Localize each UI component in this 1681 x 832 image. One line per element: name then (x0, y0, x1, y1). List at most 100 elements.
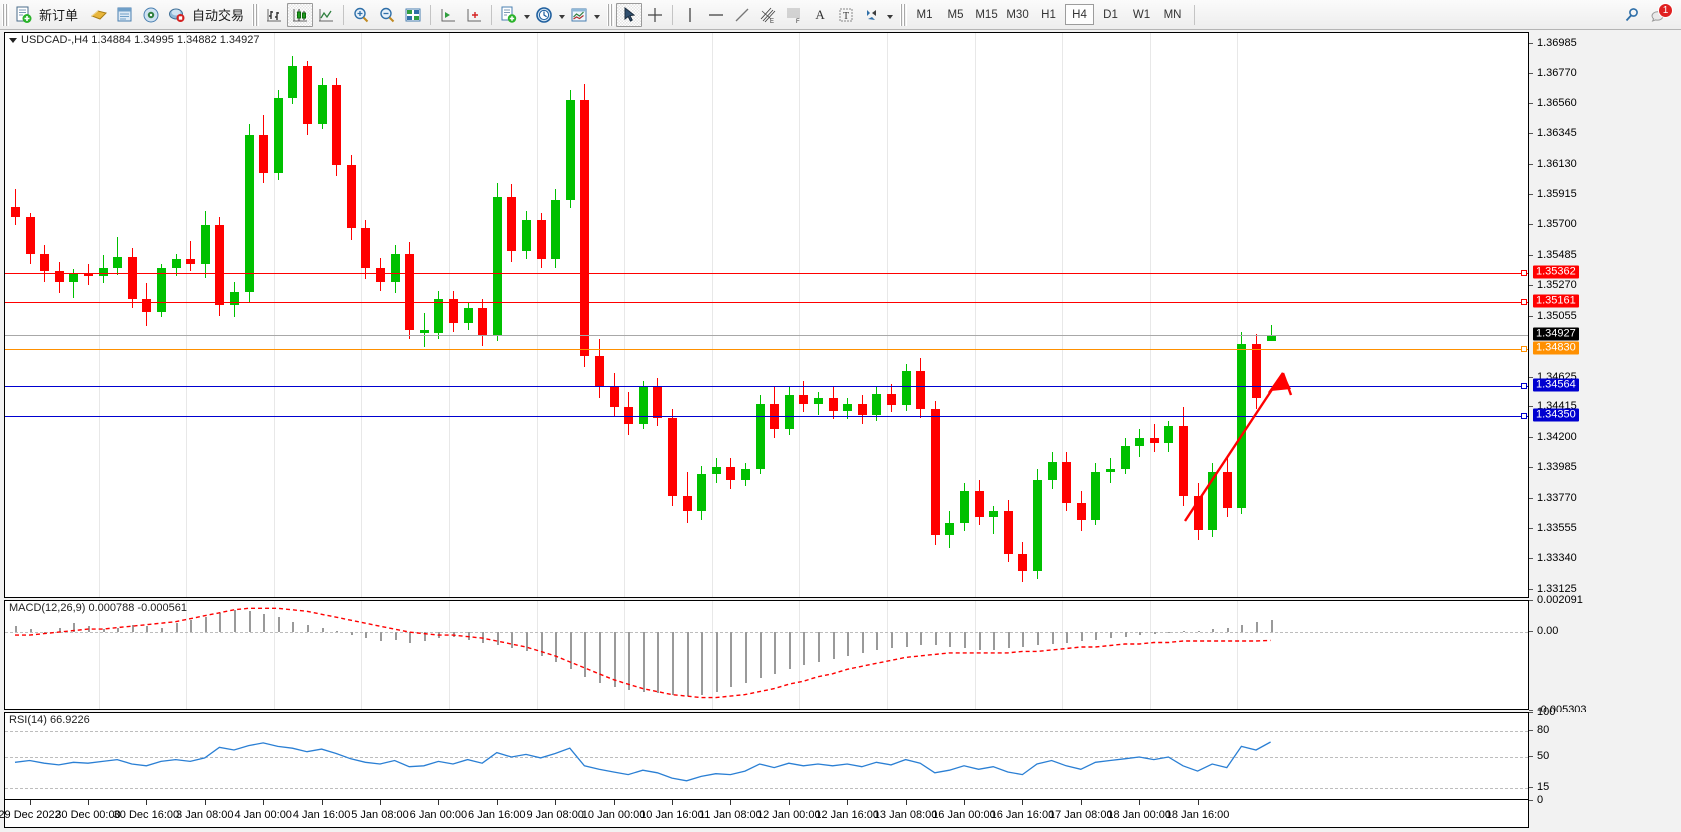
data-window-button[interactable] (112, 3, 138, 27)
period-dropdown[interactable] (557, 3, 566, 27)
trendline-button[interactable] (729, 3, 755, 27)
candle-body (332, 85, 342, 165)
svg-text:F: F (796, 19, 800, 24)
svg-text:E: E (770, 19, 774, 24)
toolbar-grip-2[interactable] (252, 3, 260, 26)
macd-tick (1529, 600, 1533, 601)
level-line-pending-order[interactable] (5, 348, 1528, 350)
candle-body (317, 85, 327, 124)
level-line-support-2[interactable] (5, 416, 1528, 418)
time-tick (1197, 800, 1199, 805)
price-scale-badge-support-2[interactable]: 1.34350 (1533, 408, 1579, 422)
fibonacci-button[interactable]: F (781, 3, 807, 27)
price-scale[interactable]: 1.36985 1.36770 1.36560 1.36345 1.36130 1.359… (1529, 32, 1677, 598)
level-line-resistance-1[interactable] (5, 273, 1528, 275)
templates-dropdown[interactable] (592, 3, 601, 27)
candle-body (434, 299, 444, 333)
rsi-pane[interactable]: RSI(14) 66.9226 (4, 712, 1529, 800)
price-pane[interactable]: USDCAD-,H4 1.34884 1.34995 1.34882 1.349… (4, 32, 1529, 598)
search-button[interactable] (1619, 3, 1645, 27)
level-handle-pending-order[interactable] (1521, 345, 1527, 352)
macd-hist-bar (263, 614, 266, 633)
timeframe-m1[interactable]: M1 (916, 8, 933, 21)
time-tick (1022, 800, 1024, 805)
level-line-support-1[interactable] (5, 386, 1528, 388)
timeframe-w1[interactable]: W1 (1132, 8, 1151, 21)
timeframe-m15[interactable]: M15 (975, 8, 998, 21)
price-tick-label: 1.33340 (1537, 552, 1577, 565)
macd-vgrid (711, 601, 713, 709)
macd-hist-bar (1168, 632, 1171, 634)
macd-tick-label: 0.00 (1537, 625, 1559, 638)
period-button[interactable] (531, 3, 557, 27)
level-handle-resistance-1[interactable] (1521, 270, 1527, 277)
price-scale-badge-resistance-2[interactable]: 1.35161 (1533, 294, 1579, 308)
chart-collapse-icon[interactable] (9, 37, 17, 43)
level-handle-resistance-2[interactable] (1521, 298, 1527, 305)
timeframe-mn[interactable]: MN (1163, 8, 1182, 21)
autotrading-button[interactable] (164, 3, 190, 27)
text-box-button[interactable]: T (833, 3, 859, 27)
toolbar-grip-4[interactable] (900, 3, 908, 26)
new-order-button[interactable] (11, 3, 37, 27)
cursor-button[interactable] (616, 2, 643, 27)
chart-shift-button[interactable] (461, 3, 487, 27)
timeframe-h1[interactable]: H1 (1041, 8, 1056, 21)
candle-body (463, 307, 473, 324)
indicators-dropdown[interactable] (522, 3, 531, 27)
price-vgrid (273, 33, 275, 597)
zoom-out-button[interactable] (374, 3, 400, 27)
candlestick-chart-button[interactable] (287, 2, 314, 27)
price-tick-label: 1.35055 (1537, 309, 1577, 322)
timeframe-h4[interactable]: H4 (1065, 4, 1095, 25)
price-tick (1529, 254, 1533, 256)
navigator-button[interactable] (138, 3, 164, 27)
rsi-pane-title: RSI(14) 66.9226 (9, 714, 90, 726)
rsi-scale[interactable]: 100 80 50 15 0 (1529, 706, 1677, 806)
templates-button[interactable] (566, 3, 592, 27)
macd-hist-bar (1037, 632, 1039, 646)
notification-button[interactable]: 1 (1645, 2, 1673, 27)
price-scale-badge-resistance-1[interactable]: 1.35362 (1533, 265, 1579, 279)
level-line-resistance-2[interactable] (5, 301, 1528, 303)
line-chart-button[interactable] (313, 3, 339, 27)
toolbar-grip-3[interactable] (607, 3, 615, 26)
bar-chart-button[interactable] (261, 3, 287, 27)
timeframe-m5[interactable]: M5 (947, 8, 964, 21)
objects-dropdown[interactable] (885, 3, 894, 27)
time-tick (146, 800, 148, 805)
macd-vgrid (186, 601, 188, 709)
price-scale-badge-pending-order[interactable]: 1.34830 (1533, 341, 1579, 355)
text-label-button[interactable]: A (807, 3, 833, 27)
macd-pane[interactable]: MACD(12,26,9) 0.000788 -0.000561 (4, 600, 1529, 710)
price-scale-badge-current-price[interactable]: 1.34927 (1533, 327, 1579, 341)
candle-body (1179, 426, 1188, 496)
timeframe-m30[interactable]: M30 (1006, 8, 1029, 21)
auto-scroll-button[interactable] (435, 3, 461, 27)
candle-body (1018, 553, 1028, 571)
zoom-in-button[interactable] (348, 3, 374, 27)
macd-hist-bar (511, 632, 514, 649)
indicators-button[interactable] (496, 3, 522, 27)
time-axis[interactable]: 29 Dec 2022 30 Dec 00:00 30 Dec 16:00 3 Jan… (0, 800, 1529, 828)
level-handle-support-2[interactable] (1521, 413, 1527, 420)
timeframe-d1[interactable]: D1 (1103, 8, 1118, 21)
time-tick (555, 800, 557, 805)
macd-scale[interactable]: 0.002091 0.00 -0.005303 (1529, 594, 1677, 716)
level-line-current-price[interactable] (5, 334, 1528, 336)
toolbar-grip[interactable] (2, 3, 9, 26)
level-handle-support-1[interactable] (1521, 383, 1527, 390)
expert-advisors-button[interactable] (86, 3, 112, 27)
vertical-line-button[interactable] (677, 3, 703, 27)
candle-body (157, 267, 166, 312)
crosshair-button[interactable] (642, 3, 668, 27)
equidistant-channel-button[interactable]: E (755, 3, 781, 27)
macd-hist-bar (1124, 632, 1127, 637)
price-scale-badge-support-1[interactable]: 1.34564 (1533, 378, 1579, 392)
chart-grid-button[interactable] (400, 3, 426, 27)
equidistant-channel-icon: E (760, 7, 776, 24)
horizontal-line-button[interactable] (703, 3, 729, 27)
time-tick-label: 29 Dec 2022 (0, 809, 61, 821)
candle-body (186, 259, 196, 264)
objects-button[interactable] (859, 3, 885, 27)
